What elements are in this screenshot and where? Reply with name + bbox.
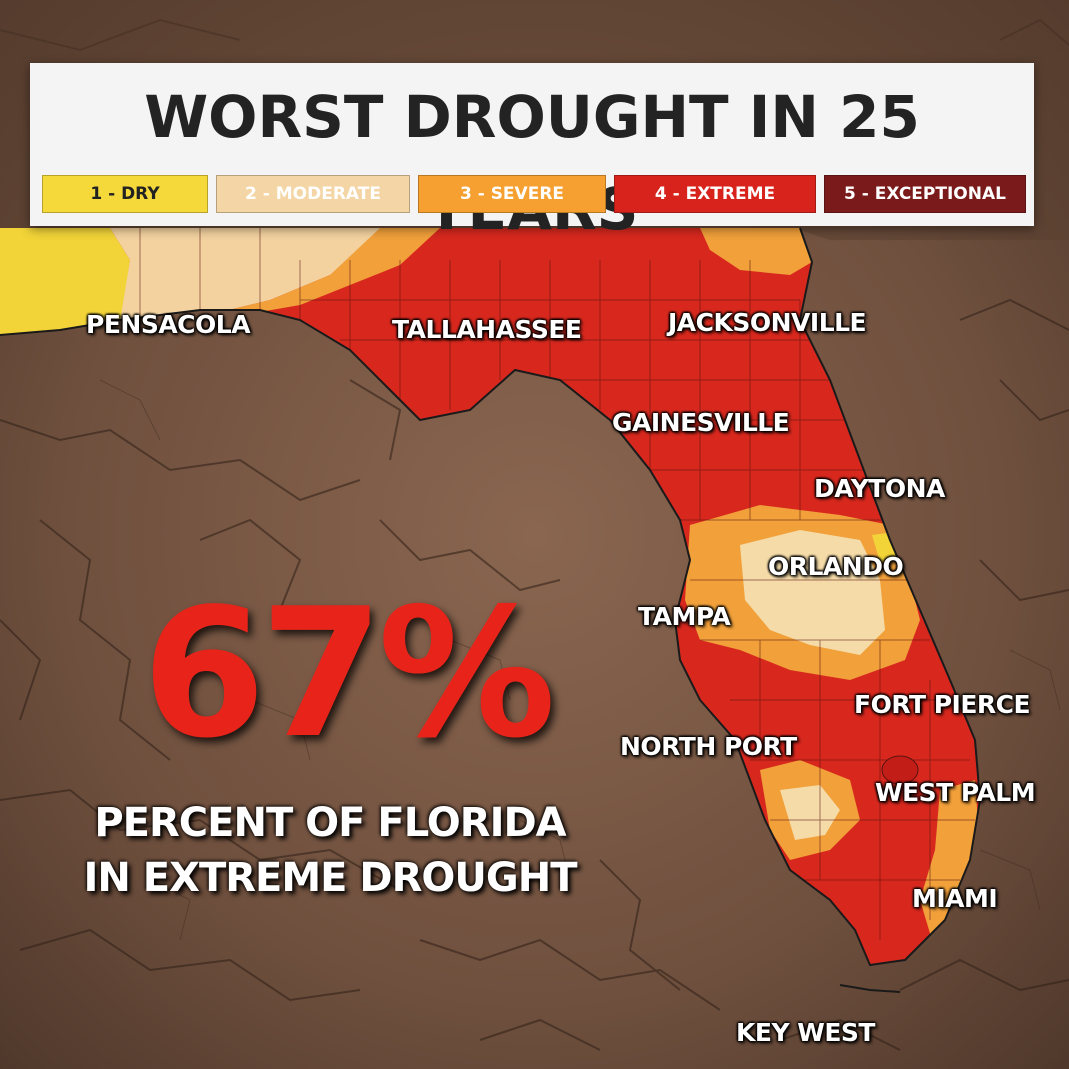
- city-label-fort-pierce: FORT PIERCE: [854, 690, 1031, 719]
- moderate-area-west: [110, 228, 400, 322]
- city-label-miami: MIAMI: [912, 884, 998, 913]
- page-title: WORST DROUGHT IN 25 YEARS: [144, 83, 920, 243]
- city-label-daytona: DAYTONA: [814, 474, 945, 503]
- city-label-tallahassee: TALLAHASSEE: [392, 315, 582, 344]
- severe-area-northeast: [700, 228, 812, 275]
- stat-percentage: 67%: [141, 570, 556, 777]
- stat-caption-line2: IN EXTREME DROUGHT: [83, 855, 578, 901]
- city-label-key-west: KEY WEST: [736, 1018, 875, 1047]
- city-label-gainesville: GAINESVILLE: [612, 408, 790, 437]
- title-panel: WORST DROUGHT IN 25 YEARS 1 - DRY 2 - MO…: [30, 63, 1034, 243]
- stat-caption-line1: PERCENT OF FLORIDA: [94, 800, 566, 846]
- severe-area-southeast: [920, 780, 980, 950]
- legend-item-dry: 1 - DRY: [42, 175, 208, 213]
- dry-area: [0, 228, 130, 335]
- city-label-west-palm: WEST PALM: [875, 778, 1036, 807]
- drought-legend: 1 - DRY 2 - MODERATE 3 - SEVERE 4 - EXTR…: [42, 175, 1026, 215]
- city-label-tampa: TAMPA: [638, 602, 731, 631]
- moderate-area-southwest: [780, 785, 840, 840]
- city-label-jacksonville: JACKSONVILLE: [668, 308, 867, 337]
- legend-item-moderate: 2 - MODERATE: [216, 175, 410, 213]
- legend-item-severe: 3 - SEVERE: [418, 175, 606, 213]
- city-label-orlando: ORLANDO: [768, 552, 904, 581]
- legend-item-extreme: 4 - EXTREME: [614, 175, 816, 213]
- legend-item-exceptional: 5 - EXCEPTIONAL: [824, 175, 1026, 213]
- severe-area-west: [220, 228, 440, 312]
- city-label-pensacola: PENSACOLA: [86, 310, 251, 339]
- city-label-north-port: NORTH PORT: [620, 732, 797, 761]
- moderate-area-central: [740, 530, 885, 655]
